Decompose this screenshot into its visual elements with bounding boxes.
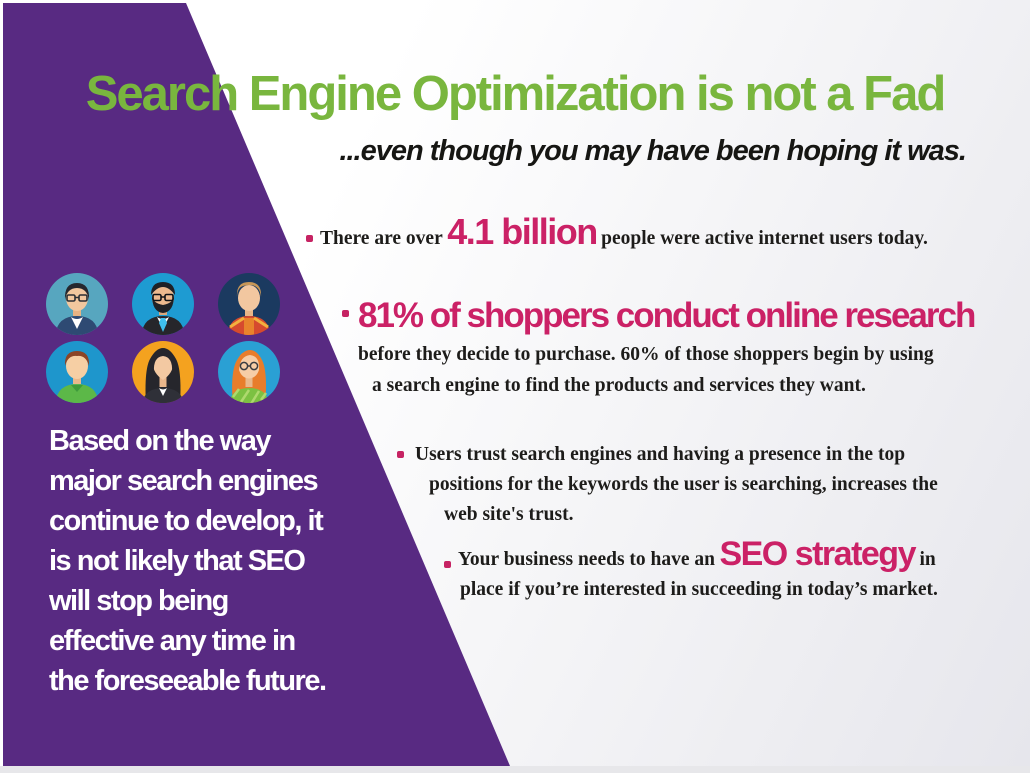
avatar-woman-orange-hair-icon xyxy=(218,341,280,403)
message-line: the foreseeable future. xyxy=(49,665,327,697)
highlight-seo-strategy: SEO strategy xyxy=(719,535,916,573)
bullet-shoppers-headline: 81% of shoppers conduct online research xyxy=(342,295,976,336)
bullet-dot-icon xyxy=(342,310,349,317)
avatar-man-glasses-suit-icon xyxy=(46,273,108,335)
avatar-man-beard-glasses-icon xyxy=(132,273,194,335)
bullet-internet-users-pre: There are over xyxy=(320,228,443,249)
bullet-dot-icon xyxy=(397,451,404,458)
message-line: will stop being xyxy=(49,585,229,617)
bullet-strategy-line2: place if you’re interested in succeeding… xyxy=(460,579,938,600)
avatar-young-man-red-jacket-icon xyxy=(218,273,280,335)
highlight-81-percent: 81% of shoppers conduct online research xyxy=(358,296,976,335)
bullet-strategy-line1: Your business needs to have an SEO strat… xyxy=(444,534,936,574)
bullet-internet-users-post: people were active internet users today. xyxy=(601,228,928,249)
message-line: major search engines xyxy=(49,465,319,497)
avatar-woman-black-hair-icon xyxy=(132,341,194,403)
message-line: is not likely that SEO xyxy=(49,545,306,577)
bullet-trust-line3: web site's trust. xyxy=(444,504,574,525)
seo-future-message: Based on the way major search engines co… xyxy=(49,421,327,701)
page-subtitle: ...even though you may have been hoping … xyxy=(339,135,967,167)
avatar-grid xyxy=(45,272,281,404)
page-title: Search Engine Optimization is not a Fad xyxy=(85,67,947,121)
bottom-margin-strip xyxy=(0,766,1030,773)
highlight-4-1-billion: 4.1 billion xyxy=(447,211,598,252)
bullet-dot-icon xyxy=(444,561,451,568)
bullet-shoppers-body-line1: before they decide to purchase. 60% of t… xyxy=(358,344,934,365)
message-line: effective any time in xyxy=(49,625,296,657)
bullet-dot-icon xyxy=(306,235,313,242)
message-line: continue to develop, it xyxy=(49,505,324,537)
message-line: Based on the way xyxy=(49,425,271,457)
bullet-shoppers-body-line2: a search engine to find the products and… xyxy=(372,375,866,396)
bullet-strategy-post: in xyxy=(919,549,936,570)
avatar-boy-green-shirt-icon xyxy=(46,341,108,403)
bullet-strategy-pre: Your business needs to have an xyxy=(458,549,715,570)
bullet-trust-line2: positions for the keywords the user is s… xyxy=(429,474,938,495)
bullet-internet-users: There are over 4.1 billion people were a… xyxy=(306,211,928,253)
bullet-trust-line1: Users trust search engines and having a … xyxy=(397,443,906,466)
bullet-trust-text1: Users trust search engines and having a … xyxy=(415,444,906,465)
